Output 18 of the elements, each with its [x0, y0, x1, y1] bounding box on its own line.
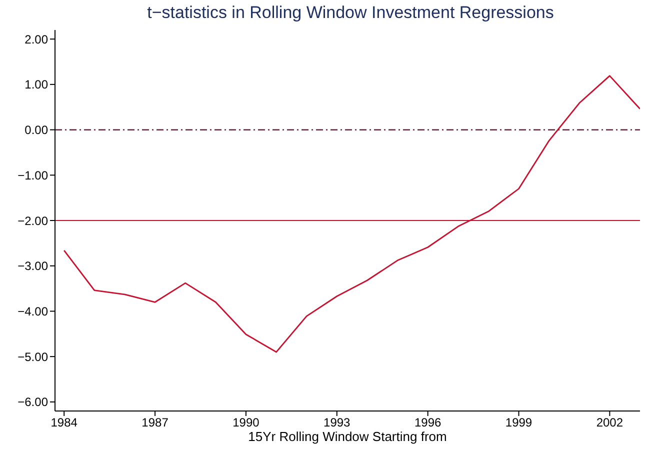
y-tick-label: −5.00 [18, 350, 48, 364]
y-tick-label: 0.00 [24, 123, 48, 138]
x-tick-label: 1984 [50, 416, 78, 430]
x-tick-label: 1990 [232, 416, 260, 430]
x-tick-label: 1993 [324, 416, 351, 430]
y-tick-label: −6.00 [18, 395, 48, 410]
x-tick-label: 1987 [142, 416, 169, 430]
y-tick-label: −2.00 [18, 214, 48, 228]
y-tick-label: 2.00 [24, 32, 48, 46]
y-tick-label: 1.00 [24, 78, 48, 92]
x-tick-label: 1996 [414, 416, 442, 430]
y-tick-label: −4.00 [18, 304, 48, 318]
y-tick-label: −3.00 [18, 259, 48, 274]
x-axis-title: 15Yr Rolling Window Starting from [248, 429, 447, 444]
y-tick-label: −1.00 [18, 168, 48, 182]
x-tick-label: 2002 [596, 416, 624, 430]
chart-title: t−statistics in Rolling Window Investment Regressions [146, 3, 555, 23]
x-tick-label: 1999 [505, 416, 532, 430]
